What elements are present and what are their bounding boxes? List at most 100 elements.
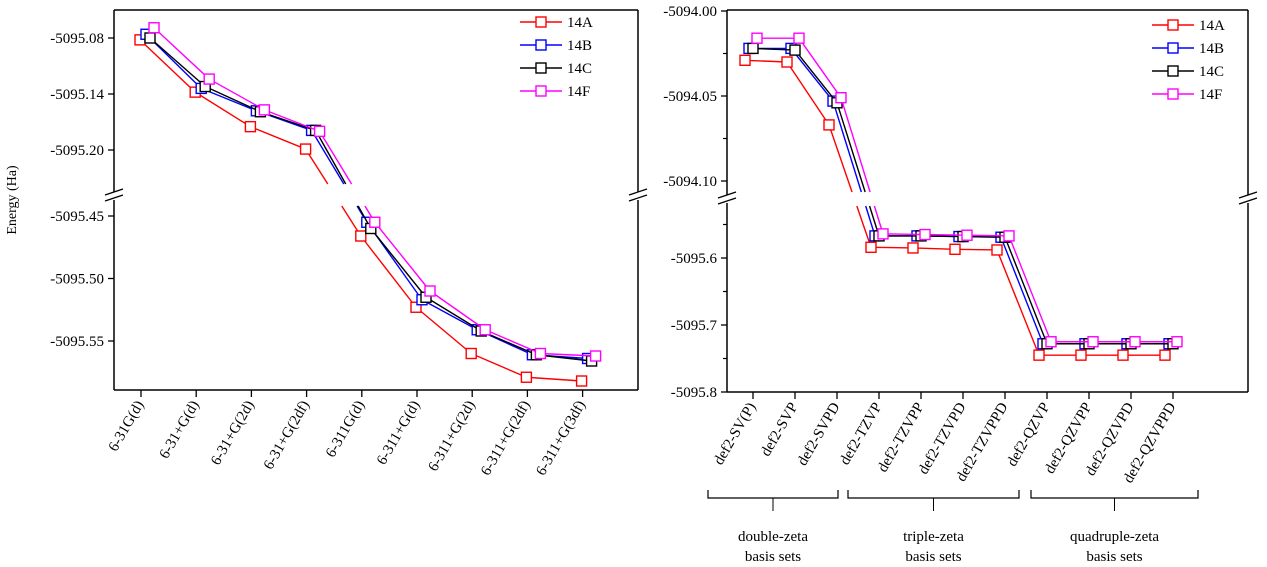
series-line-segment — [832, 100, 862, 193]
x-tick-label: 6-31G(d) — [106, 398, 148, 454]
legend-item-14A: 14A — [1152, 18, 1225, 34]
series-line-segment — [319, 130, 353, 185]
y-tick-label: -5094.05 — [663, 89, 717, 105]
series-line-segment — [790, 47, 834, 102]
y-tick-label: -5095.50 — [50, 272, 104, 288]
y-tick-label: -5095.7 — [671, 318, 718, 334]
data-point-marker — [244, 120, 257, 133]
group-2: quadruple-zeta basis sets — [1030, 490, 1199, 565]
data-point-marker — [148, 22, 160, 34]
series-line-segment — [836, 102, 866, 193]
y-tick-label: -5095.45 — [50, 209, 104, 225]
series-line-segment — [840, 97, 871, 193]
axis-break-mark — [104, 188, 124, 196]
series-line-segment — [421, 299, 478, 331]
series-line-segment — [996, 249, 1040, 356]
group-0: double-zeta basis sets — [707, 490, 839, 565]
legend-label: 14A — [1199, 18, 1225, 34]
data-point-marker — [1159, 349, 1171, 361]
series-line-segment — [828, 124, 853, 193]
group-label-line1: double-zeta — [738, 529, 808, 545]
data-point-marker — [781, 56, 793, 68]
y-tick-label: -5095.14 — [50, 87, 104, 103]
axis-break-mark — [1238, 191, 1258, 199]
series-line-segment — [429, 290, 486, 331]
legend-label: 14B — [567, 38, 592, 54]
legend-marker — [1167, 65, 1179, 77]
y-tick-label: -5095.08 — [50, 31, 104, 47]
data-point-marker — [479, 324, 491, 336]
y-tick-label: -5095.8 — [671, 385, 717, 401]
x-tick-label: 6-311+G(2df) — [478, 398, 534, 479]
data-point-marker — [144, 32, 156, 44]
group-label-line2: basis sets — [745, 549, 801, 565]
data-point-marker — [1117, 349, 1129, 361]
legend-item-14B: 14B — [520, 38, 592, 54]
legend-item-14C: 14C — [1152, 64, 1224, 80]
series-line-segment — [744, 59, 788, 63]
x-tick-label: 6-31+G(2d) — [208, 398, 258, 468]
series-line-segment — [360, 235, 417, 308]
data-point-marker — [258, 104, 271, 116]
legend-item-14F: 14F — [1152, 87, 1222, 103]
axis-break-mark — [717, 191, 737, 199]
data-point-marker — [424, 285, 436, 297]
series-line-segment — [1000, 236, 1044, 345]
x-tick-label: 6-311G(d) — [323, 398, 368, 460]
y-tick-label: -5095.55 — [50, 334, 104, 350]
series-line-segment — [208, 78, 265, 111]
series-line-segment — [314, 130, 347, 185]
group-label-line1: quadruple-zeta — [1070, 529, 1159, 545]
series-line-segment — [870, 246, 914, 249]
x-tick-label: 6-311+G(3df) — [533, 398, 589, 479]
series-line-segment — [882, 233, 926, 236]
series-line-segment — [204, 85, 261, 113]
axis-break-mark — [1238, 197, 1258, 205]
series-14F — [148, 22, 602, 362]
data-point-marker — [589, 350, 602, 362]
data-point-marker — [1171, 336, 1183, 348]
data-point-marker — [793, 32, 805, 44]
y-tick-label: -5095.20 — [50, 143, 104, 159]
x-tick-label: def2-QZVP — [1004, 400, 1053, 469]
series-line-segment — [856, 205, 872, 248]
y-tick-label: -5094.10 — [663, 174, 717, 190]
axis-break-mark — [628, 188, 648, 196]
series-line-segment — [752, 47, 796, 51]
group-brace — [707, 490, 839, 499]
data-point-marker — [1033, 349, 1045, 361]
y-tick-label: -5095.6 — [671, 251, 718, 267]
series-line-segment — [139, 39, 196, 93]
legend-marker — [1167, 88, 1179, 100]
data-point-marker — [907, 242, 919, 254]
axis-break-mark — [104, 194, 124, 202]
series-line-segment — [1004, 236, 1048, 345]
series-14A — [134, 34, 588, 387]
data-point-marker — [835, 91, 847, 104]
x-tick-label: 6-311+G(2d) — [425, 398, 478, 474]
legend-item-14A: 14A — [520, 15, 593, 31]
legend-marker — [535, 62, 547, 74]
series-line-segment — [526, 376, 582, 382]
data-point-marker — [369, 216, 381, 228]
series-line-segment — [425, 296, 482, 332]
x-tick-label: 6-31+G(d) — [157, 398, 203, 462]
legend-marker — [1167, 42, 1179, 54]
series-line-segment — [311, 130, 345, 185]
data-point-marker — [534, 347, 547, 360]
series-14F — [751, 32, 1183, 348]
group-brace — [1030, 490, 1199, 499]
legend-item-14C: 14C — [520, 61, 592, 77]
x-tick-label: def2-SVP — [758, 400, 801, 459]
series-line-segment — [954, 248, 998, 251]
series-line-segment — [415, 306, 472, 355]
data-point-marker — [961, 229, 973, 241]
data-point-marker — [747, 42, 759, 55]
x-tick-label: 6-311+G(d) — [374, 398, 423, 468]
group-1: triple-zeta basis sets — [847, 490, 1020, 565]
data-point-marker — [1087, 336, 1099, 348]
data-point-marker — [299, 143, 312, 155]
data-point-marker — [789, 44, 801, 56]
data-point-marker — [919, 228, 931, 241]
